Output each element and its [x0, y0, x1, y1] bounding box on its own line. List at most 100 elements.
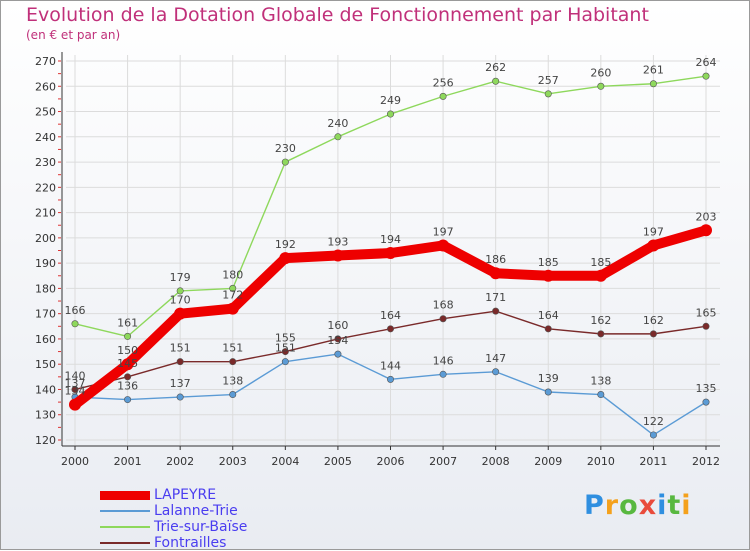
data-point: [437, 239, 450, 252]
data-label: 138: [222, 375, 243, 388]
y-tick-label: 160: [35, 333, 56, 346]
x-tick-label: 2000: [61, 455, 89, 468]
legend-swatch: [100, 542, 150, 544]
data-label: 249: [380, 94, 401, 107]
data-point: [649, 431, 657, 439]
data-label: 151: [275, 342, 296, 355]
series-lalanne-trie: [71, 350, 710, 439]
series-trie-sur-ba-se: [71, 72, 710, 340]
data-point: [281, 358, 289, 366]
data-point: [492, 77, 500, 85]
grid-lines: [66, 55, 720, 445]
x-tick-label: 2011: [639, 455, 667, 468]
data-point: [229, 358, 237, 366]
data-point: [597, 391, 605, 399]
logo-letter: o: [619, 490, 639, 521]
data-point: [544, 325, 552, 333]
x-tick-label: 2006: [377, 455, 405, 468]
x-tick-label: 2008: [482, 455, 510, 468]
data-point: [281, 348, 289, 356]
series-lapeyre: [69, 224, 712, 411]
data-point: [544, 388, 552, 396]
data-label: 197: [643, 225, 664, 238]
logo-letter: i: [657, 490, 668, 521]
data-point: [176, 287, 184, 295]
y-tick-label: 270: [35, 55, 56, 68]
legend-item: Lalanne-Trie: [100, 503, 247, 519]
data-point: [229, 284, 237, 292]
data-point: [174, 307, 187, 320]
data-label: 122: [643, 415, 664, 428]
data-label: 137: [170, 377, 191, 390]
series-layer: [69, 72, 712, 439]
data-label: 180: [222, 268, 243, 281]
data-label: 137: [65, 377, 86, 390]
y-tick-label: 170: [35, 308, 56, 321]
data-point: [439, 370, 447, 378]
x-tick-label: 2003: [219, 455, 247, 468]
data-label: 136: [117, 380, 138, 393]
data-label: 139: [538, 372, 559, 385]
legend-label: Lalanne-Trie: [154, 503, 238, 519]
y-tick-label: 250: [35, 106, 56, 119]
data-point: [594, 269, 607, 282]
y-tick-label: 210: [35, 207, 56, 220]
data-label: 160: [327, 319, 348, 332]
data-point: [702, 322, 710, 330]
legend: LAPEYRE Lalanne-Trie Trie-sur-Baïse Fontrai…: [100, 487, 247, 551]
data-label: 172: [222, 289, 243, 302]
legend-label: Fontrailles: [154, 535, 227, 551]
data-point: [226, 302, 239, 315]
y-tick-label: 150: [35, 358, 56, 371]
data-point: [71, 385, 79, 393]
data-point: [334, 133, 342, 141]
y-tick-label: 130: [35, 409, 56, 422]
data-label: 150: [117, 344, 138, 357]
data-label: 230: [275, 142, 296, 155]
x-tick-label: 2005: [324, 455, 352, 468]
data-label: 147: [485, 352, 506, 365]
data-label: 203: [696, 210, 717, 223]
data-label: 154: [327, 334, 348, 347]
data-label: 145: [117, 357, 138, 370]
axes: 120 130 140 150 160 170 180 190 200 210 220 230 240 2…: [35, 52, 720, 468]
x-tick-label: 2004: [271, 455, 299, 468]
data-point: [700, 224, 712, 237]
y-tick-label: 240: [35, 131, 56, 144]
data-point: [649, 80, 657, 88]
data-label: 138: [590, 375, 611, 388]
data-label: 256: [433, 76, 454, 89]
data-label: 151: [170, 342, 191, 355]
data-label: 162: [590, 314, 611, 327]
data-label: 257: [538, 74, 559, 87]
data-point: [176, 358, 184, 366]
x-tick-label: 2012: [692, 455, 720, 468]
data-point: [124, 396, 132, 404]
data-point: [439, 315, 447, 323]
legend-swatch: [100, 490, 150, 500]
data-point: [492, 307, 500, 315]
data-label: 166: [65, 304, 86, 317]
data-label: 144: [380, 359, 401, 372]
data-label: 193: [327, 236, 348, 249]
data-point: [702, 398, 710, 406]
data-label: 168: [433, 299, 454, 312]
data-label: 151: [222, 342, 243, 355]
y-tick-label: 260: [35, 80, 56, 93]
x-tick-label: 2001: [114, 455, 142, 468]
y-tick-label: 200: [35, 232, 56, 245]
x-tick-label: 2009: [534, 455, 562, 468]
data-point: [647, 239, 660, 252]
x-tick-label: 2002: [166, 455, 194, 468]
data-point: [386, 375, 394, 383]
data-point: [334, 350, 342, 358]
data-label: 161: [117, 316, 138, 329]
data-point: [124, 332, 132, 340]
data-label: 140: [65, 369, 86, 382]
data-label: 165: [696, 306, 717, 319]
data-label: 179: [170, 271, 191, 284]
data-point: [386, 325, 394, 333]
logo-letter: i: [681, 490, 692, 521]
legend-label: LAPEYRE: [154, 487, 217, 503]
